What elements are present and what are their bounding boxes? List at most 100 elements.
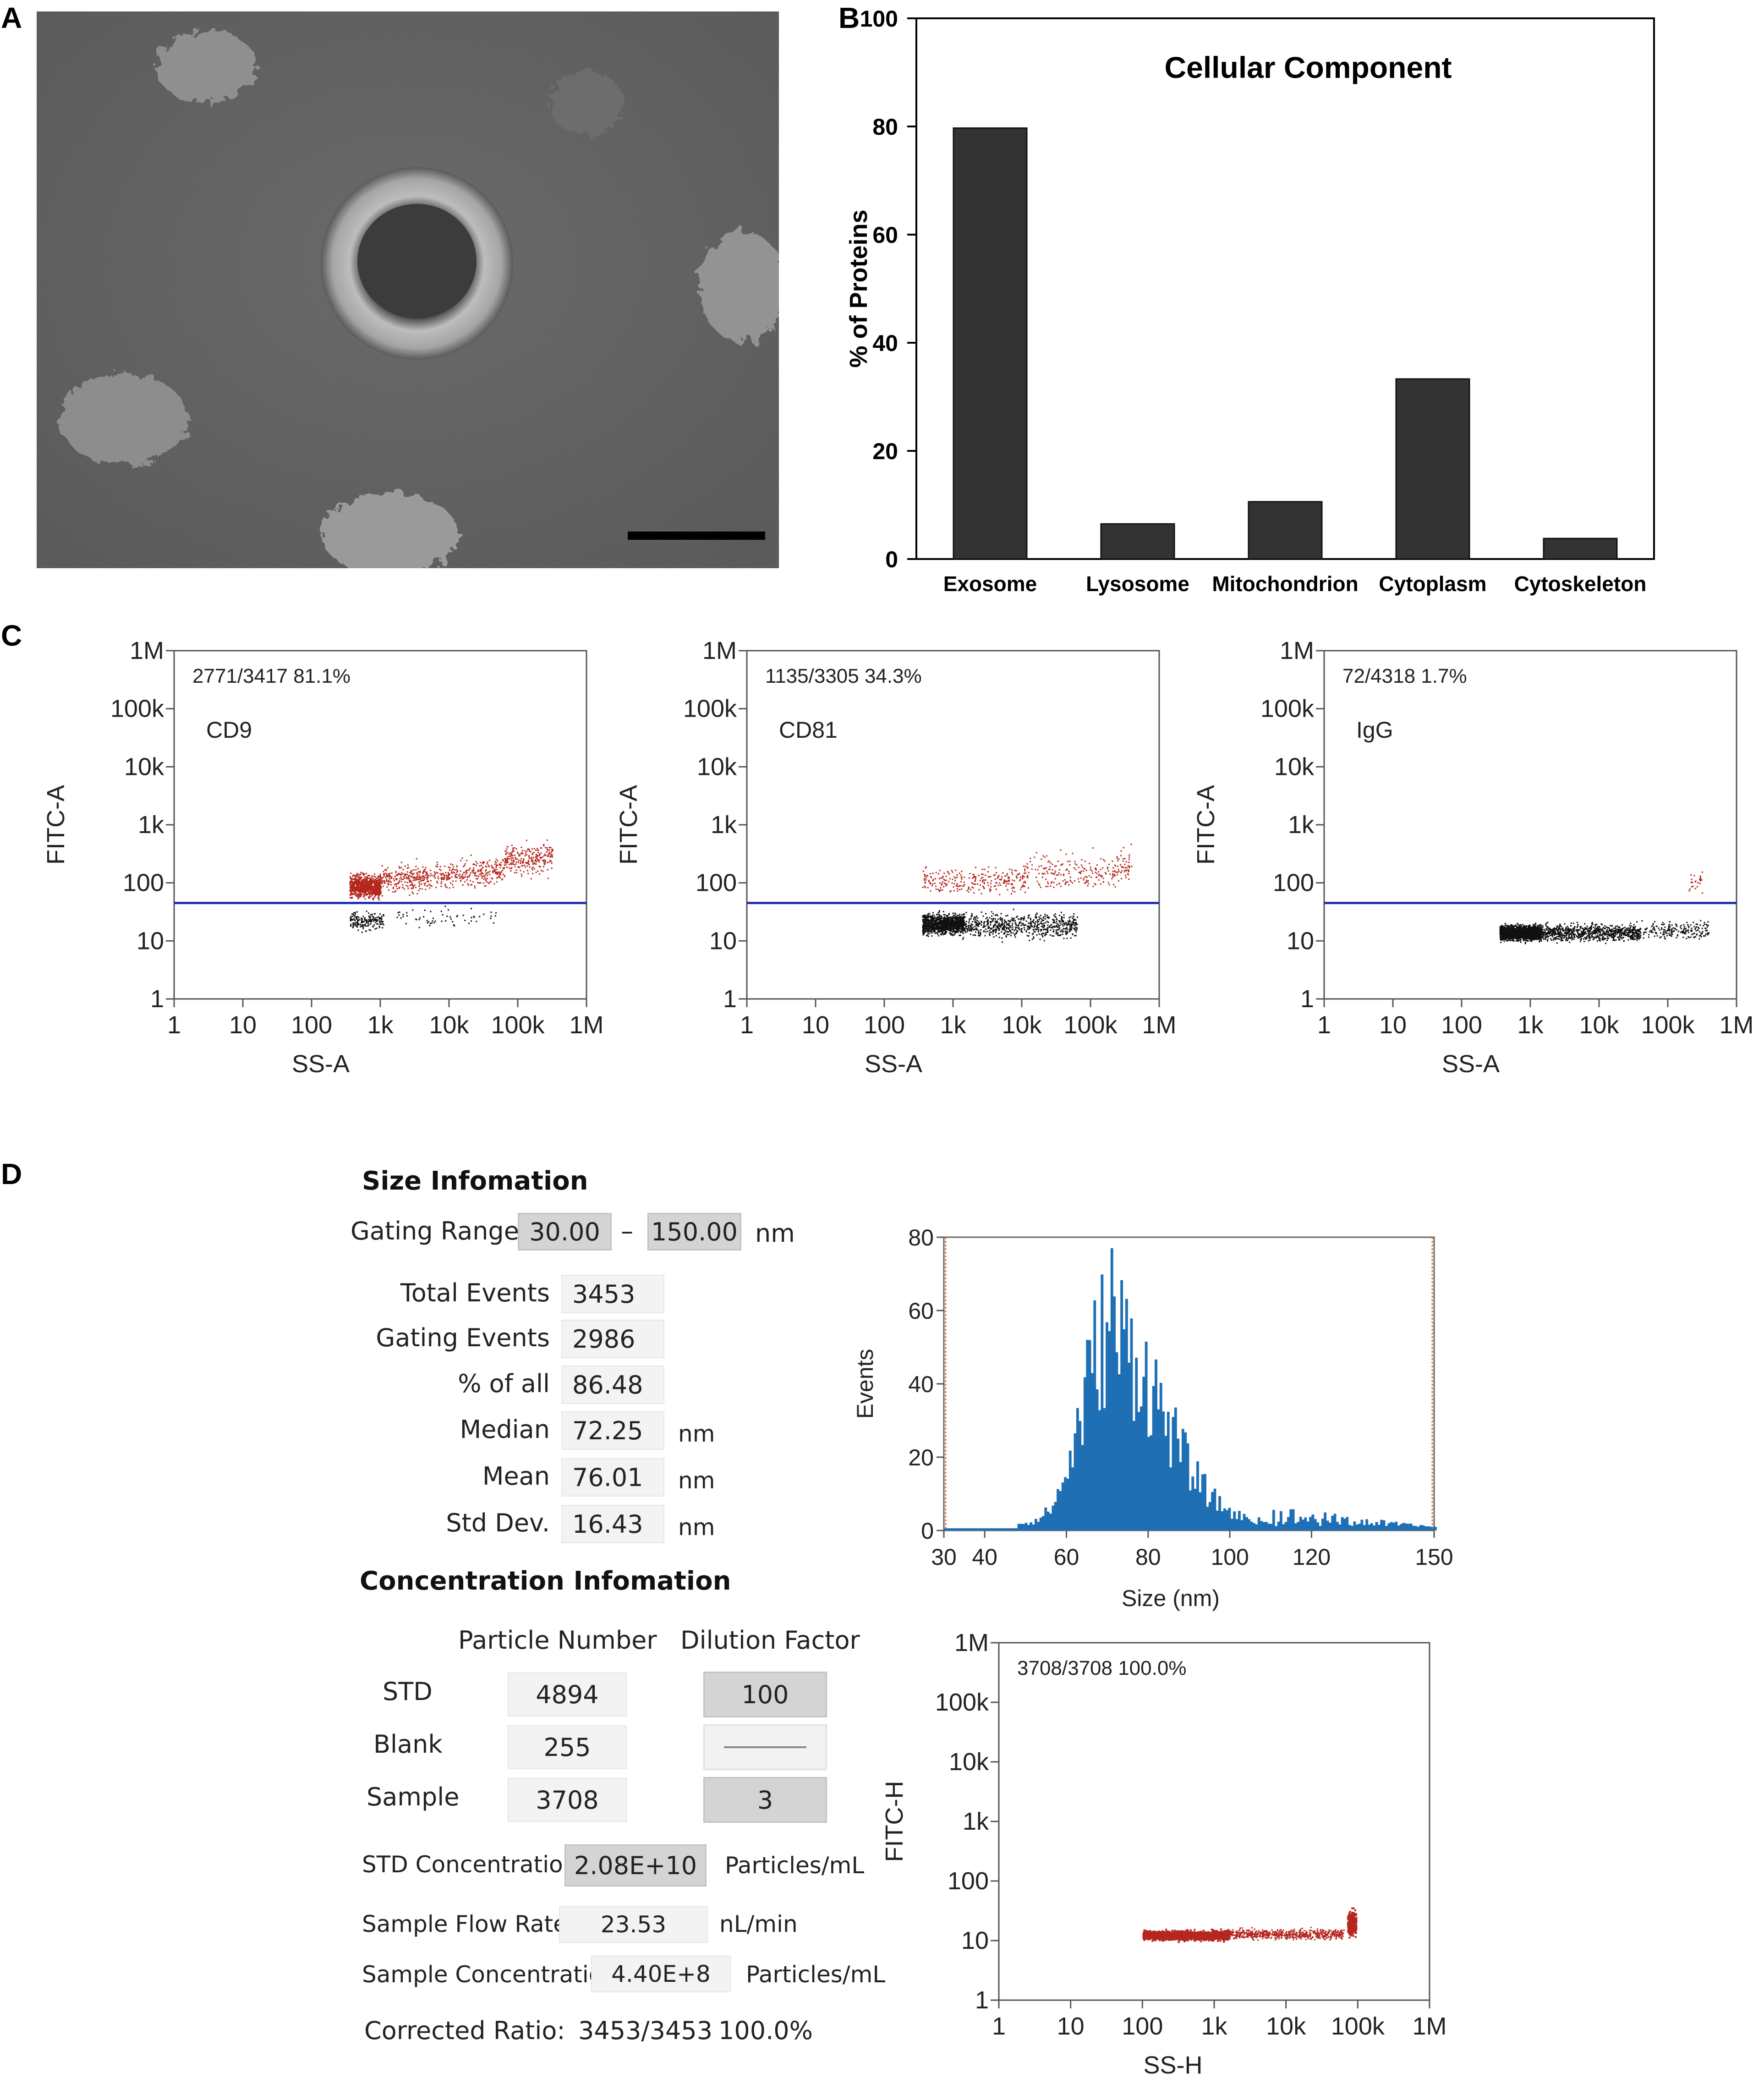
data-point	[950, 925, 952, 927]
data-point	[1016, 932, 1018, 934]
data-point	[469, 874, 471, 876]
data-point	[942, 922, 944, 924]
data-point	[436, 864, 438, 866]
data-point	[350, 884, 352, 886]
data-point	[376, 882, 378, 883]
data-point	[1107, 882, 1109, 883]
data-point	[379, 884, 381, 886]
data-point	[364, 898, 366, 900]
data-point	[359, 890, 361, 892]
data-point	[421, 883, 422, 885]
data-point	[954, 916, 956, 918]
y-tick-label: 1k	[711, 811, 737, 839]
data-point	[995, 932, 997, 933]
data-point	[417, 878, 419, 880]
data-point	[504, 864, 505, 866]
data-point	[935, 921, 937, 922]
data-point	[987, 920, 989, 922]
data-point	[441, 881, 443, 883]
data-point	[356, 925, 358, 927]
data-point	[975, 867, 976, 868]
data-point	[1053, 882, 1055, 883]
data-point	[532, 863, 534, 865]
data-point	[1008, 933, 1010, 935]
data-point	[504, 858, 506, 860]
data-point	[924, 922, 926, 924]
data-point	[1078, 878, 1079, 880]
data-point	[1114, 886, 1116, 888]
data-point	[357, 893, 359, 895]
data-point	[1537, 925, 1539, 927]
data-point	[985, 925, 986, 927]
data-point	[490, 916, 492, 917]
data-point	[1045, 867, 1047, 869]
data-point	[350, 884, 351, 886]
data-point	[952, 924, 954, 926]
data-point	[1029, 922, 1031, 924]
data-point	[512, 847, 514, 849]
data-point	[365, 891, 367, 893]
data-point	[542, 866, 544, 867]
data-point	[398, 888, 400, 889]
data-point	[1001, 922, 1003, 924]
data-point	[352, 882, 354, 884]
data-point	[505, 864, 507, 866]
data-point	[358, 890, 360, 892]
data-point	[1092, 847, 1094, 849]
x-axis-label: SS-A	[292, 1050, 350, 1078]
data-point	[971, 882, 973, 884]
data-point	[962, 938, 964, 940]
data-point	[479, 916, 481, 917]
data-point	[1112, 867, 1114, 869]
data-point	[399, 886, 400, 888]
data-point	[410, 880, 411, 882]
data-point	[1047, 883, 1049, 885]
data-point	[1039, 938, 1041, 940]
data-point	[932, 880, 934, 882]
data-point	[962, 920, 964, 921]
panel-label-c: C	[1, 619, 22, 652]
data-point	[1012, 884, 1013, 886]
data-point	[1047, 921, 1049, 923]
data-point	[937, 922, 938, 924]
data-point	[511, 850, 513, 852]
data-point	[1001, 919, 1003, 921]
data-point	[505, 852, 507, 854]
data-point	[1038, 916, 1040, 918]
data-point	[369, 917, 371, 919]
data-point	[955, 877, 957, 879]
data-point	[376, 888, 378, 890]
data-point	[354, 889, 356, 891]
data-point	[1032, 929, 1034, 931]
data-point	[359, 883, 361, 885]
data-point	[367, 887, 369, 888]
data-point	[951, 924, 953, 926]
data-point	[431, 922, 433, 924]
data-point	[418, 878, 420, 880]
data-point	[1063, 875, 1065, 877]
data-point	[481, 870, 482, 872]
data-point	[930, 921, 932, 923]
data-point	[950, 919, 952, 921]
data-point	[417, 876, 419, 878]
data-point	[371, 915, 373, 917]
data-point	[473, 867, 475, 869]
data-point	[381, 881, 383, 883]
data-point	[973, 892, 975, 894]
data-point	[1061, 930, 1063, 932]
data-point	[369, 882, 371, 884]
data-point	[949, 923, 951, 925]
data-point	[961, 917, 963, 919]
data-point	[357, 885, 359, 887]
data-point	[475, 878, 477, 880]
data-point	[1037, 923, 1039, 925]
data-point	[996, 914, 998, 916]
data-point	[1067, 861, 1069, 862]
data-point	[971, 913, 973, 915]
data-point	[402, 878, 404, 880]
data-point	[398, 874, 400, 876]
data-point	[425, 867, 427, 869]
data-point	[381, 923, 383, 925]
data-point	[507, 851, 509, 853]
data-point	[1048, 860, 1050, 862]
